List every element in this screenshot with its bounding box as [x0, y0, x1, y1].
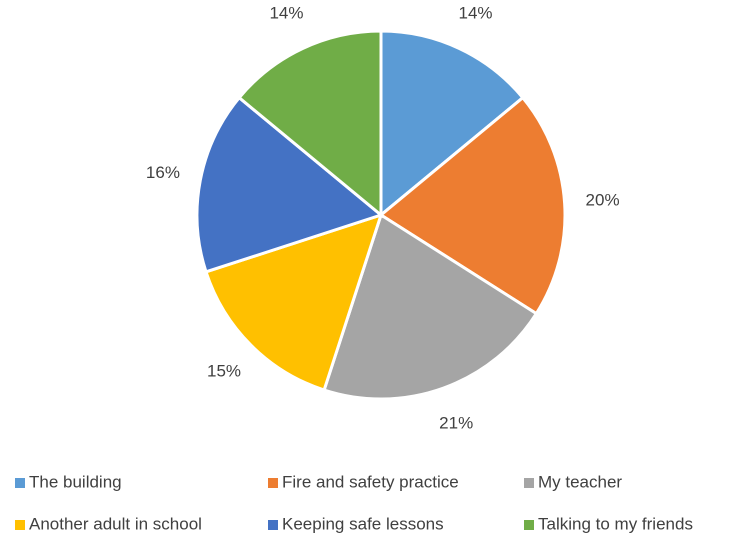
legend-swatch — [15, 478, 25, 488]
legend-label: Talking to my friends — [538, 514, 693, 533]
data-label: 21% — [439, 413, 473, 432]
legend-label: Keeping safe lessons — [282, 514, 444, 533]
legend-swatch — [15, 520, 25, 530]
legend-swatch — [268, 520, 278, 530]
data-label: 14% — [269, 4, 303, 23]
data-label: 16% — [146, 163, 180, 182]
legend-label: Another adult in school — [29, 514, 202, 533]
pie-slice — [195, 95, 385, 274]
legend-swatch — [268, 478, 278, 488]
data-label: 15% — [207, 361, 241, 380]
pie-slice — [378, 95, 567, 316]
legend-label: The building — [29, 472, 122, 491]
legend-label: My teacher — [538, 472, 622, 491]
legend-swatch — [524, 478, 534, 488]
legend-label: Fire and safety practice — [282, 472, 459, 491]
pie-slice — [379, 29, 525, 219]
pie-slice — [322, 212, 539, 401]
data-label: 14% — [459, 4, 493, 23]
pie-slice — [237, 29, 383, 219]
legend-swatch — [524, 520, 534, 530]
data-label: 20% — [586, 191, 620, 210]
